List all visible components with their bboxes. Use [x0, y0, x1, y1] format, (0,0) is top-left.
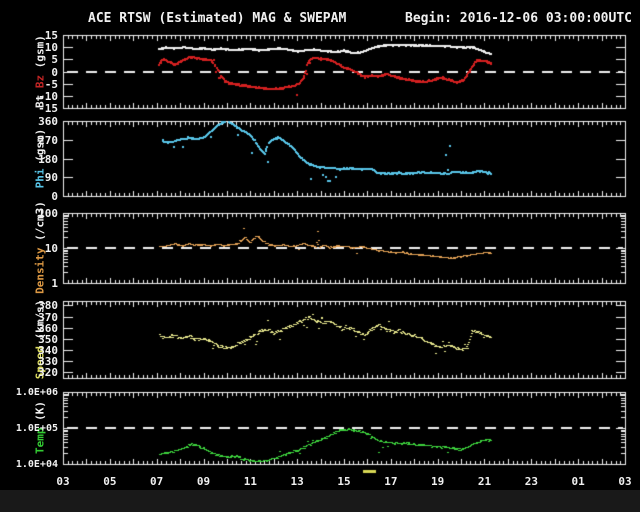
- x-tick-label: 19: [431, 475, 445, 488]
- footer-bar: start DOY: 341 caution: ACE maneuver cre…: [0, 490, 640, 512]
- x-tick-label: 05: [103, 475, 117, 488]
- y-tick-label: 380: [38, 299, 58, 313]
- y-tick-label: 340: [38, 344, 58, 358]
- y-tick-label: 360: [38, 115, 58, 128]
- x-tick-label: 13: [290, 475, 304, 488]
- x-tick-label: 01: [571, 475, 585, 488]
- plot-title: ACE RTSW (Estimated) MAG & SWEPAM: [88, 11, 347, 26]
- y-tick-label: 1.0E+06: [15, 387, 58, 398]
- x-tick-label: 21: [477, 475, 492, 488]
- y-tick-label: -15: [38, 102, 58, 115]
- x-tick-label: 17: [384, 475, 398, 488]
- y-tick-label: 1: [51, 277, 58, 290]
- y-tick-label: 370: [38, 310, 58, 324]
- begin-timestamp: Begin: 2016-12-06 03:00:00UTC: [405, 11, 632, 26]
- y-tick-label: 330: [38, 355, 58, 369]
- y-tick-label: 320: [38, 366, 58, 380]
- y-tick-label: 180: [38, 152, 58, 166]
- y-tick-label: 15: [44, 29, 58, 42]
- y-tick-label: 0: [51, 65, 58, 79]
- y-tick-label: 10: [44, 242, 58, 255]
- y-tick-label: 5: [51, 53, 58, 67]
- x-tick-label: 07: [150, 475, 164, 488]
- y-tick-label: -5: [44, 77, 58, 91]
- x-tick-label: 11: [243, 475, 257, 488]
- y-tick-label: 0: [51, 190, 58, 203]
- y-tick-label: 270: [38, 133, 58, 147]
- x-tick-label: 09: [196, 475, 211, 488]
- y-tick-label: 100: [38, 207, 58, 220]
- y-tick-label: 1.0E+05: [15, 423, 58, 434]
- x-tick-label: 03: [618, 475, 632, 488]
- y-tick-label: 360: [38, 321, 58, 335]
- y-tick-label: 350: [38, 332, 58, 346]
- x-tick-label: 15: [337, 475, 351, 488]
- y-tick-label: 90: [44, 171, 58, 185]
- y-tick-label: 1.0E+04: [15, 459, 58, 470]
- x-tick-label: 03: [56, 475, 70, 488]
- y-tick-label: 10: [44, 41, 58, 55]
- x-tick-label: 23: [524, 475, 538, 488]
- y-tick-label: -10: [38, 89, 58, 103]
